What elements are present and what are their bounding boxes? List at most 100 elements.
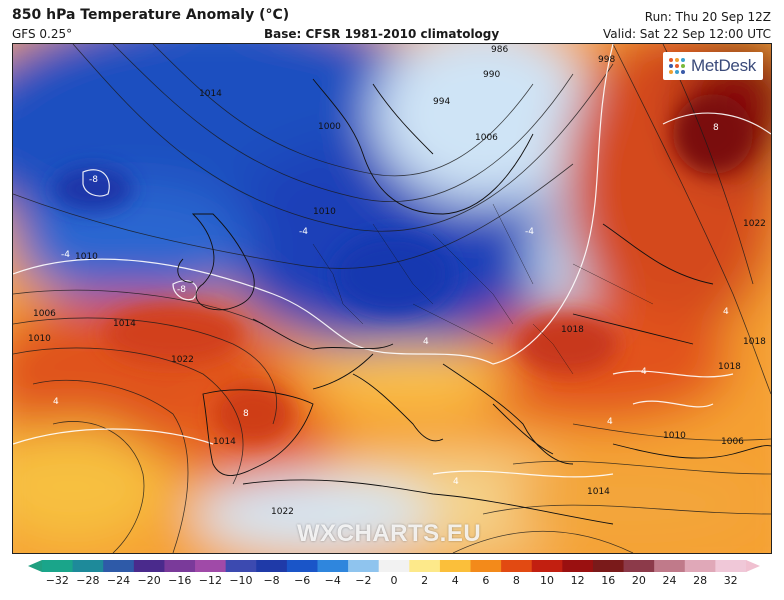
colorbar-cell: [195, 560, 227, 572]
isobar-label: 1010: [313, 207, 336, 217]
colorbar-tick-label: 4: [451, 574, 459, 587]
colorbar-tick-label: 8: [512, 574, 520, 587]
anomaly-label: 4: [723, 307, 729, 317]
colorbar-cell: [654, 560, 686, 572]
colorbar-tick-label: 16: [601, 574, 616, 587]
colorbar-tick-label: −32: [45, 574, 69, 587]
anomaly-map: 986 990 994 998 1000 1006 1010 1014 1018…: [12, 43, 772, 554]
isobar-label: 994: [433, 97, 450, 107]
anomaly-label: 8: [713, 123, 719, 133]
colorbar-tick-label: 10: [540, 574, 555, 587]
anomaly-label: 4: [453, 477, 459, 487]
colorbar-cell: [225, 560, 257, 572]
colorbar-cell: [501, 560, 533, 572]
colorbar-tick-label: −24: [106, 574, 131, 587]
colorbar-tick-label: −8: [263, 574, 280, 587]
colorbar-tick-label: 6: [482, 574, 490, 587]
isobar-label: 1014: [113, 319, 136, 329]
colorbar-tick-label: 0: [390, 574, 398, 587]
isobar-label: 1010: [28, 334, 51, 344]
isobar-label: 1006: [33, 309, 56, 319]
isobar-label: 1006: [721, 437, 744, 447]
colorbar: [28, 560, 760, 572]
colorbar-cell: [439, 560, 472, 572]
isobar-label: 1014: [587, 487, 610, 497]
colorbar-cell: [286, 560, 319, 572]
isobar-label: 1010: [663, 431, 686, 441]
anomaly-contours: [13, 44, 771, 478]
colorbar-cell: [164, 560, 196, 572]
colorbar-cell: [409, 560, 441, 572]
isobar-label: 1018: [743, 337, 766, 347]
anomaly-map-svg: 986 990 994 998 1000 1006 1010 1014 1018…: [13, 44, 771, 553]
isobar-label: 1014: [199, 89, 222, 99]
climatology-base-label: Base: CFSR 1981-2010 climatology: [264, 27, 500, 41]
isobar-label: 986: [491, 45, 508, 55]
isobar-label: 1000: [318, 122, 341, 132]
isobar-label-layer: 986 990 994 998 1000 1006 1010 1014 1018…: [28, 45, 766, 517]
colorbar-cell: [348, 560, 380, 572]
isobar-label: 1010: [75, 252, 98, 262]
colorbar-cell: [531, 560, 563, 572]
chart-title: 850 hPa Temperature Anomaly (°C): [12, 7, 290, 23]
colorbar-cell: [378, 560, 410, 572]
colorbar-tick-label: −12: [198, 574, 222, 587]
country-borders: [312, 203, 654, 375]
anomaly-label: 4: [53, 397, 59, 407]
colorbar-tick-label: −20: [137, 574, 161, 587]
metdesk-logo: MetDesk: [663, 52, 763, 80]
isobar-label: 1006: [475, 133, 498, 143]
colorbar-tick-label: −4: [324, 574, 341, 587]
colorbar-tick-label: −10: [229, 574, 253, 587]
colorbar-tick-label: −6: [294, 574, 311, 587]
colorbar-tick-label: 28: [693, 574, 708, 587]
colorbar-cell: [317, 560, 349, 572]
model-label: GFS 0.25°: [12, 27, 73, 41]
coastlines: [177, 78, 771, 525]
isobar-label: 1014: [213, 437, 236, 447]
anomaly-label: -4: [61, 250, 70, 260]
colorbar-arrow-right: [746, 560, 760, 572]
anomaly-label-layer: -8 -4 -8 8 4 4 4 -4 -4 8 4 4 4: [53, 123, 729, 487]
metdesk-logo-text: MetDesk: [691, 56, 756, 75]
colorbar-cell: [562, 560, 594, 572]
colorbar-cell: [72, 560, 104, 572]
run-time-label: Run: Thu 20 Sep 12Z: [644, 10, 771, 24]
colorbar-cell: [103, 560, 135, 572]
colorbar-cell: [684, 560, 716, 572]
anomaly-label: -8: [89, 175, 98, 185]
colorbar-tick-label: 24: [662, 574, 677, 587]
colorbar-cell: [623, 560, 655, 572]
isobar-lines: [13, 44, 771, 553]
colorbar-cells: [42, 560, 747, 572]
colorbar-tick-label: −28: [76, 574, 100, 587]
anomaly-label: -4: [299, 227, 308, 237]
isobar-label: 990: [483, 70, 500, 80]
colorbar-tick-label: −16: [168, 574, 192, 587]
colorbar-cell: [715, 560, 747, 572]
anomaly-label: 4: [423, 337, 429, 347]
anomaly-label: -4: [525, 227, 534, 237]
colorbar-cell: [42, 560, 74, 572]
anomaly-label: 4: [607, 417, 613, 427]
colorbar-cell: [470, 560, 502, 572]
isobar-label: 1022: [743, 219, 766, 229]
metdesk-logo-icon: [669, 58, 685, 74]
colorbar-cell: [133, 560, 166, 572]
isobar-label: 998: [598, 55, 615, 65]
colorbar-tick-label: 20: [631, 574, 646, 587]
anomaly-label: 8: [243, 409, 249, 419]
colorbar-cell: [256, 560, 288, 572]
colorbar-arrow-left: [28, 560, 42, 572]
colorbar-tick-label: 12: [570, 574, 585, 587]
colorbar-tick-label: 2: [421, 574, 429, 587]
anomaly-label: -8: [177, 285, 186, 295]
colorbar-tick-labels: −32 −28 −24 −20 −16 −12 −10 −8 −6 −4 −2 0 2 4 6 8 10 12 16…: [0, 574, 784, 590]
colorbar-tick-label: 32: [723, 574, 738, 587]
temperature-anomaly-field: [13, 44, 771, 553]
colorbar-tick-label: −2: [355, 574, 372, 587]
isobar-label: 1018: [718, 362, 741, 372]
wxcharts-watermark: WXCHARTS.EU: [297, 520, 482, 547]
isobar-label: 1018: [561, 325, 584, 335]
valid-time-label: Valid: Sat 22 Sep 12:00 UTC: [603, 27, 771, 41]
